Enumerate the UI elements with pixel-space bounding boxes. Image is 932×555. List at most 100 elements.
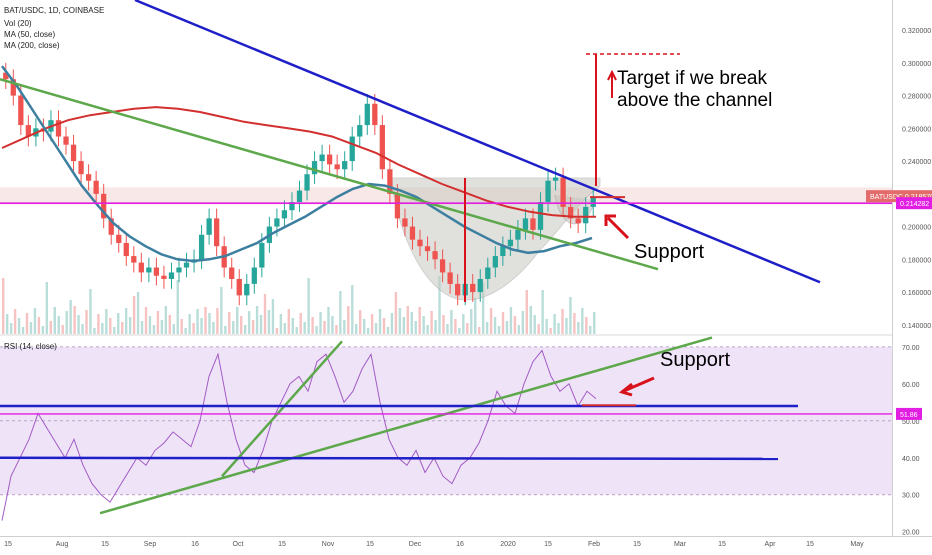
candle-body — [424, 246, 431, 252]
candle-body — [387, 169, 393, 194]
support-annotation-rsi: Support — [660, 349, 731, 371]
time-tick-label: Mar — [674, 541, 687, 548]
volume-bar — [509, 307, 513, 334]
rsi-tick-label: 30.00 — [902, 493, 920, 500]
volume-bar — [529, 306, 532, 334]
volume-bar — [593, 312, 596, 334]
candle-body — [575, 218, 581, 224]
candle-body — [183, 262, 190, 268]
volume-bar — [537, 324, 540, 334]
candle-body — [131, 256, 137, 263]
volume-bar — [144, 307, 148, 334]
candle-body — [500, 246, 506, 257]
candle-body — [334, 164, 340, 170]
volume-bar — [481, 283, 485, 334]
volume-bar — [291, 318, 294, 334]
price-tick-label: 0.140000 — [902, 323, 931, 330]
candle-body — [545, 180, 551, 203]
volume-bar — [478, 327, 481, 334]
candle-body — [590, 197, 596, 207]
volume-bar — [228, 312, 231, 334]
candle-body — [439, 259, 446, 273]
support-annotation-price: Support — [634, 241, 705, 263]
volume-bar — [370, 314, 374, 334]
candle-body — [289, 202, 295, 211]
candle-body — [116, 234, 122, 243]
volume-bar — [561, 309, 564, 334]
indicator-volume: Vol (20) — [4, 19, 32, 28]
candle-body — [515, 229, 521, 240]
volume-bar — [236, 307, 239, 334]
candle-body — [485, 267, 491, 279]
target-arrow-icon — [607, 69, 617, 98]
candle-body — [326, 154, 333, 165]
candle-body — [63, 136, 69, 145]
price-tick-label: 0.180000 — [902, 257, 931, 264]
volume-bar — [347, 306, 350, 334]
volume-bar — [573, 313, 576, 334]
volume-bar — [362, 319, 366, 334]
volume-bar — [545, 319, 548, 334]
time-tick-label: 15 — [806, 541, 814, 548]
candle-body — [364, 103, 370, 126]
time-tick-label: 15 — [366, 541, 374, 548]
candle-body — [55, 120, 62, 137]
volume-bar — [216, 308, 219, 334]
time-tick-label: Aug — [56, 541, 69, 548]
time-tick-label: May — [850, 541, 864, 548]
time-tick-label: 15 — [278, 541, 286, 548]
volume-bar — [101, 323, 104, 334]
volume-bar — [426, 325, 429, 334]
volume-bar — [402, 317, 406, 334]
indicator-ma50: MA (50, close) — [4, 30, 56, 39]
volume-bar — [331, 316, 334, 334]
candle-body — [281, 210, 288, 219]
volume-bar — [303, 322, 306, 334]
volume-bar — [462, 314, 465, 334]
volume-bar — [113, 327, 116, 334]
volume-bar — [339, 291, 342, 334]
time-tick-label: 15 — [544, 541, 552, 548]
volume-bar — [121, 322, 124, 334]
volume-bar — [184, 328, 187, 334]
price-tick-label: 0.240000 — [902, 159, 931, 166]
volume-bar — [513, 316, 517, 334]
volume-bar — [450, 310, 453, 334]
time-tick-label: 15 — [4, 541, 12, 548]
volume-bar — [366, 328, 370, 334]
candle-body — [85, 174, 92, 181]
rsi-green-trendline-long — [99, 336, 713, 515]
candle-body — [93, 180, 99, 194]
volume-bar — [81, 324, 84, 334]
candle-body — [394, 193, 401, 219]
volume-bar — [89, 289, 92, 334]
candle-body — [304, 174, 310, 191]
time-tick-label: 15 — [101, 541, 109, 548]
volume-bar — [124, 308, 128, 334]
rsi-value-tag — [896, 407, 922, 420]
volume-bar — [517, 325, 521, 334]
volume-bar — [37, 317, 41, 334]
volume-bar — [406, 306, 409, 334]
candle-body — [311, 161, 318, 175]
time-tick-label: 2020 — [500, 541, 516, 548]
volume-bar — [243, 325, 247, 334]
target-text-line-1: Target if we break — [617, 68, 767, 89]
volume-bar — [105, 309, 108, 334]
candle-body — [492, 256, 498, 268]
volume-bar — [17, 318, 21, 334]
candle-body — [198, 234, 205, 260]
target-annotation: Target if we break above the channel — [617, 68, 772, 112]
volume-bar — [240, 316, 243, 334]
candle-body — [10, 79, 16, 96]
volume-bar — [485, 322, 489, 334]
volume-bar — [577, 322, 580, 334]
volume-bar — [136, 292, 140, 334]
volume-bar — [5, 314, 9, 334]
volume-bar — [501, 312, 505, 334]
time-tick-label: Dec — [409, 541, 422, 548]
volume-bar — [283, 323, 287, 334]
volume-bar — [33, 308, 37, 334]
volume-bar — [232, 321, 235, 334]
candle-body — [18, 95, 24, 126]
